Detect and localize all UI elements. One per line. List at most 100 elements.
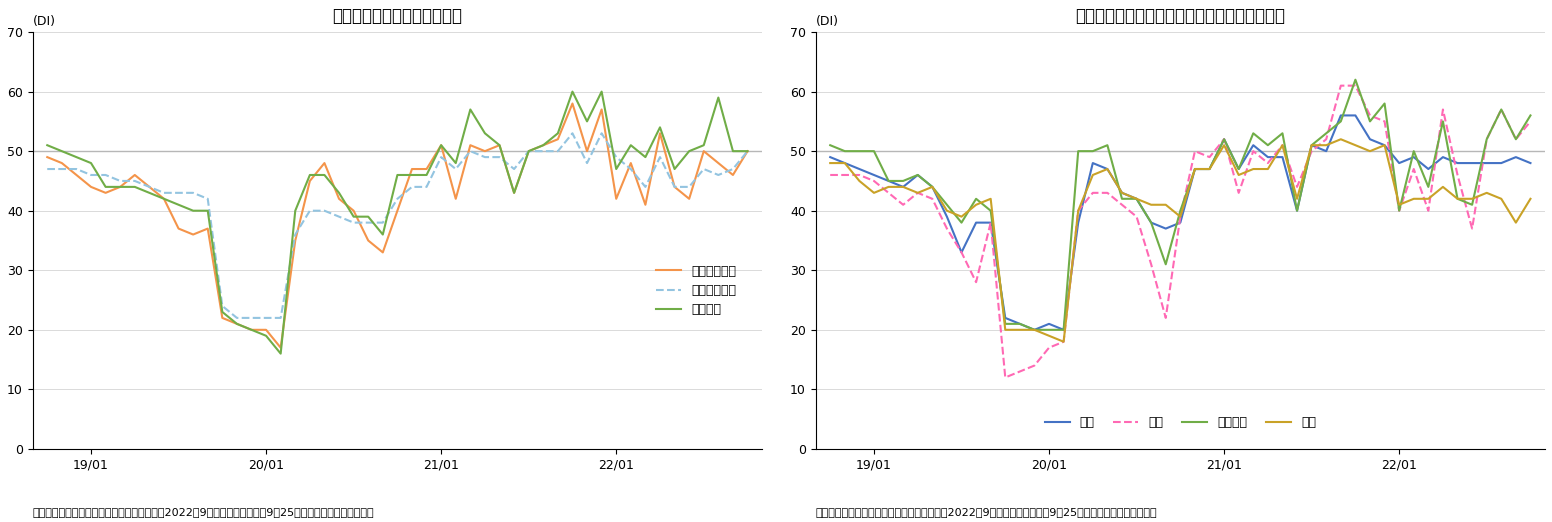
企業動向関連 xyxy=(140,184,158,190)
家計動向関連 xyxy=(402,166,421,172)
住宅 xyxy=(1113,189,1131,196)
住宅 xyxy=(1448,196,1467,202)
住宅 xyxy=(967,201,986,208)
家計動向関連 xyxy=(67,172,85,178)
企業動向関連 xyxy=(67,166,85,172)
企業動向関連 xyxy=(621,166,639,172)
住宅 xyxy=(835,160,854,166)
企業動向関連 xyxy=(534,148,553,155)
飲食 xyxy=(835,172,854,178)
企業動向関連 xyxy=(169,189,188,196)
家計動向関連 xyxy=(126,172,144,178)
サービス xyxy=(1288,208,1307,214)
雇用関連 xyxy=(213,309,231,315)
小売 xyxy=(1464,160,1482,166)
住宅 xyxy=(1521,196,1540,202)
小売 xyxy=(1288,208,1307,214)
サービス xyxy=(1361,118,1380,125)
企業動向関連 xyxy=(520,148,539,155)
サービス xyxy=(1448,196,1467,202)
小売 xyxy=(1229,166,1248,172)
飲食 xyxy=(1332,82,1350,89)
小売 xyxy=(1346,112,1364,118)
サービス xyxy=(1405,148,1423,155)
企業動向関連 xyxy=(475,154,494,160)
住宅 xyxy=(1083,172,1102,178)
飲食 xyxy=(1229,189,1248,196)
家計動向関連 xyxy=(286,238,304,244)
サービス xyxy=(1259,142,1277,148)
飲食 xyxy=(1215,136,1234,143)
雇用関連 xyxy=(548,130,566,136)
家計動向関連 xyxy=(607,196,625,202)
飲食 xyxy=(1346,82,1364,89)
住宅 xyxy=(908,189,927,196)
飲食 xyxy=(1069,208,1088,214)
飲食 xyxy=(981,219,999,226)
雇用関連 xyxy=(607,166,625,172)
飲食 xyxy=(1391,208,1409,214)
企業動向関連 xyxy=(96,172,115,178)
住宅 xyxy=(1288,196,1307,202)
住宅 xyxy=(1302,142,1321,148)
小売 xyxy=(1434,154,1453,160)
サービス xyxy=(1054,327,1072,333)
企業動向関連 xyxy=(548,148,566,155)
企業動向関連 xyxy=(709,172,728,178)
小売 xyxy=(1010,321,1029,327)
雇用関連 xyxy=(67,154,85,160)
サービス xyxy=(1099,142,1117,148)
家計動向関連 xyxy=(650,130,669,136)
企業動向関連 xyxy=(374,219,393,226)
住宅 xyxy=(1259,166,1277,172)
住宅 xyxy=(850,178,869,184)
Line: 住宅: 住宅 xyxy=(830,139,1530,342)
小売 xyxy=(894,184,913,190)
小売 xyxy=(1172,219,1190,226)
雇用関連 xyxy=(694,142,712,148)
サービス xyxy=(908,172,927,178)
住宅 xyxy=(1010,327,1029,333)
小売 xyxy=(1478,160,1496,166)
小売 xyxy=(1491,160,1510,166)
住宅 xyxy=(1186,166,1204,172)
住宅 xyxy=(1273,142,1291,148)
住宅 xyxy=(923,184,942,190)
雇用関連 xyxy=(53,148,71,155)
サービス xyxy=(850,148,869,155)
サービス xyxy=(1507,136,1526,143)
企業動向関連 xyxy=(82,172,101,178)
家計動向関連 xyxy=(228,321,247,327)
住宅 xyxy=(1054,339,1072,345)
小売 xyxy=(864,172,883,178)
企業動向関連 xyxy=(155,189,174,196)
家計動向関連 xyxy=(213,315,231,321)
雇用関連 xyxy=(242,327,261,333)
住宅 xyxy=(1491,196,1510,202)
Line: 小売: 小売 xyxy=(830,115,1530,330)
飲食 xyxy=(953,250,972,256)
飲食 xyxy=(1273,142,1291,148)
雇用関連 xyxy=(286,208,304,214)
雇用関連 xyxy=(315,172,334,178)
小売 xyxy=(1099,166,1117,172)
企業動向関連 xyxy=(666,184,684,190)
小売 xyxy=(1026,327,1044,333)
家計動向関連 xyxy=(388,208,407,214)
小売 xyxy=(880,178,899,184)
住宅 xyxy=(1391,201,1409,208)
飲食 xyxy=(908,189,927,196)
サービス xyxy=(1478,136,1496,143)
飲食 xyxy=(1200,154,1218,160)
小売 xyxy=(1186,166,1204,172)
サービス xyxy=(1375,100,1394,106)
サービス xyxy=(1186,166,1204,172)
雇用関連 xyxy=(329,189,348,196)
雇用関連 xyxy=(709,94,728,101)
サービス xyxy=(894,178,913,184)
飲食 xyxy=(1083,189,1102,196)
家計動向関連 xyxy=(490,142,509,148)
サービス xyxy=(967,196,986,202)
家計動向関連 xyxy=(475,148,494,155)
住宅 xyxy=(1229,172,1248,178)
